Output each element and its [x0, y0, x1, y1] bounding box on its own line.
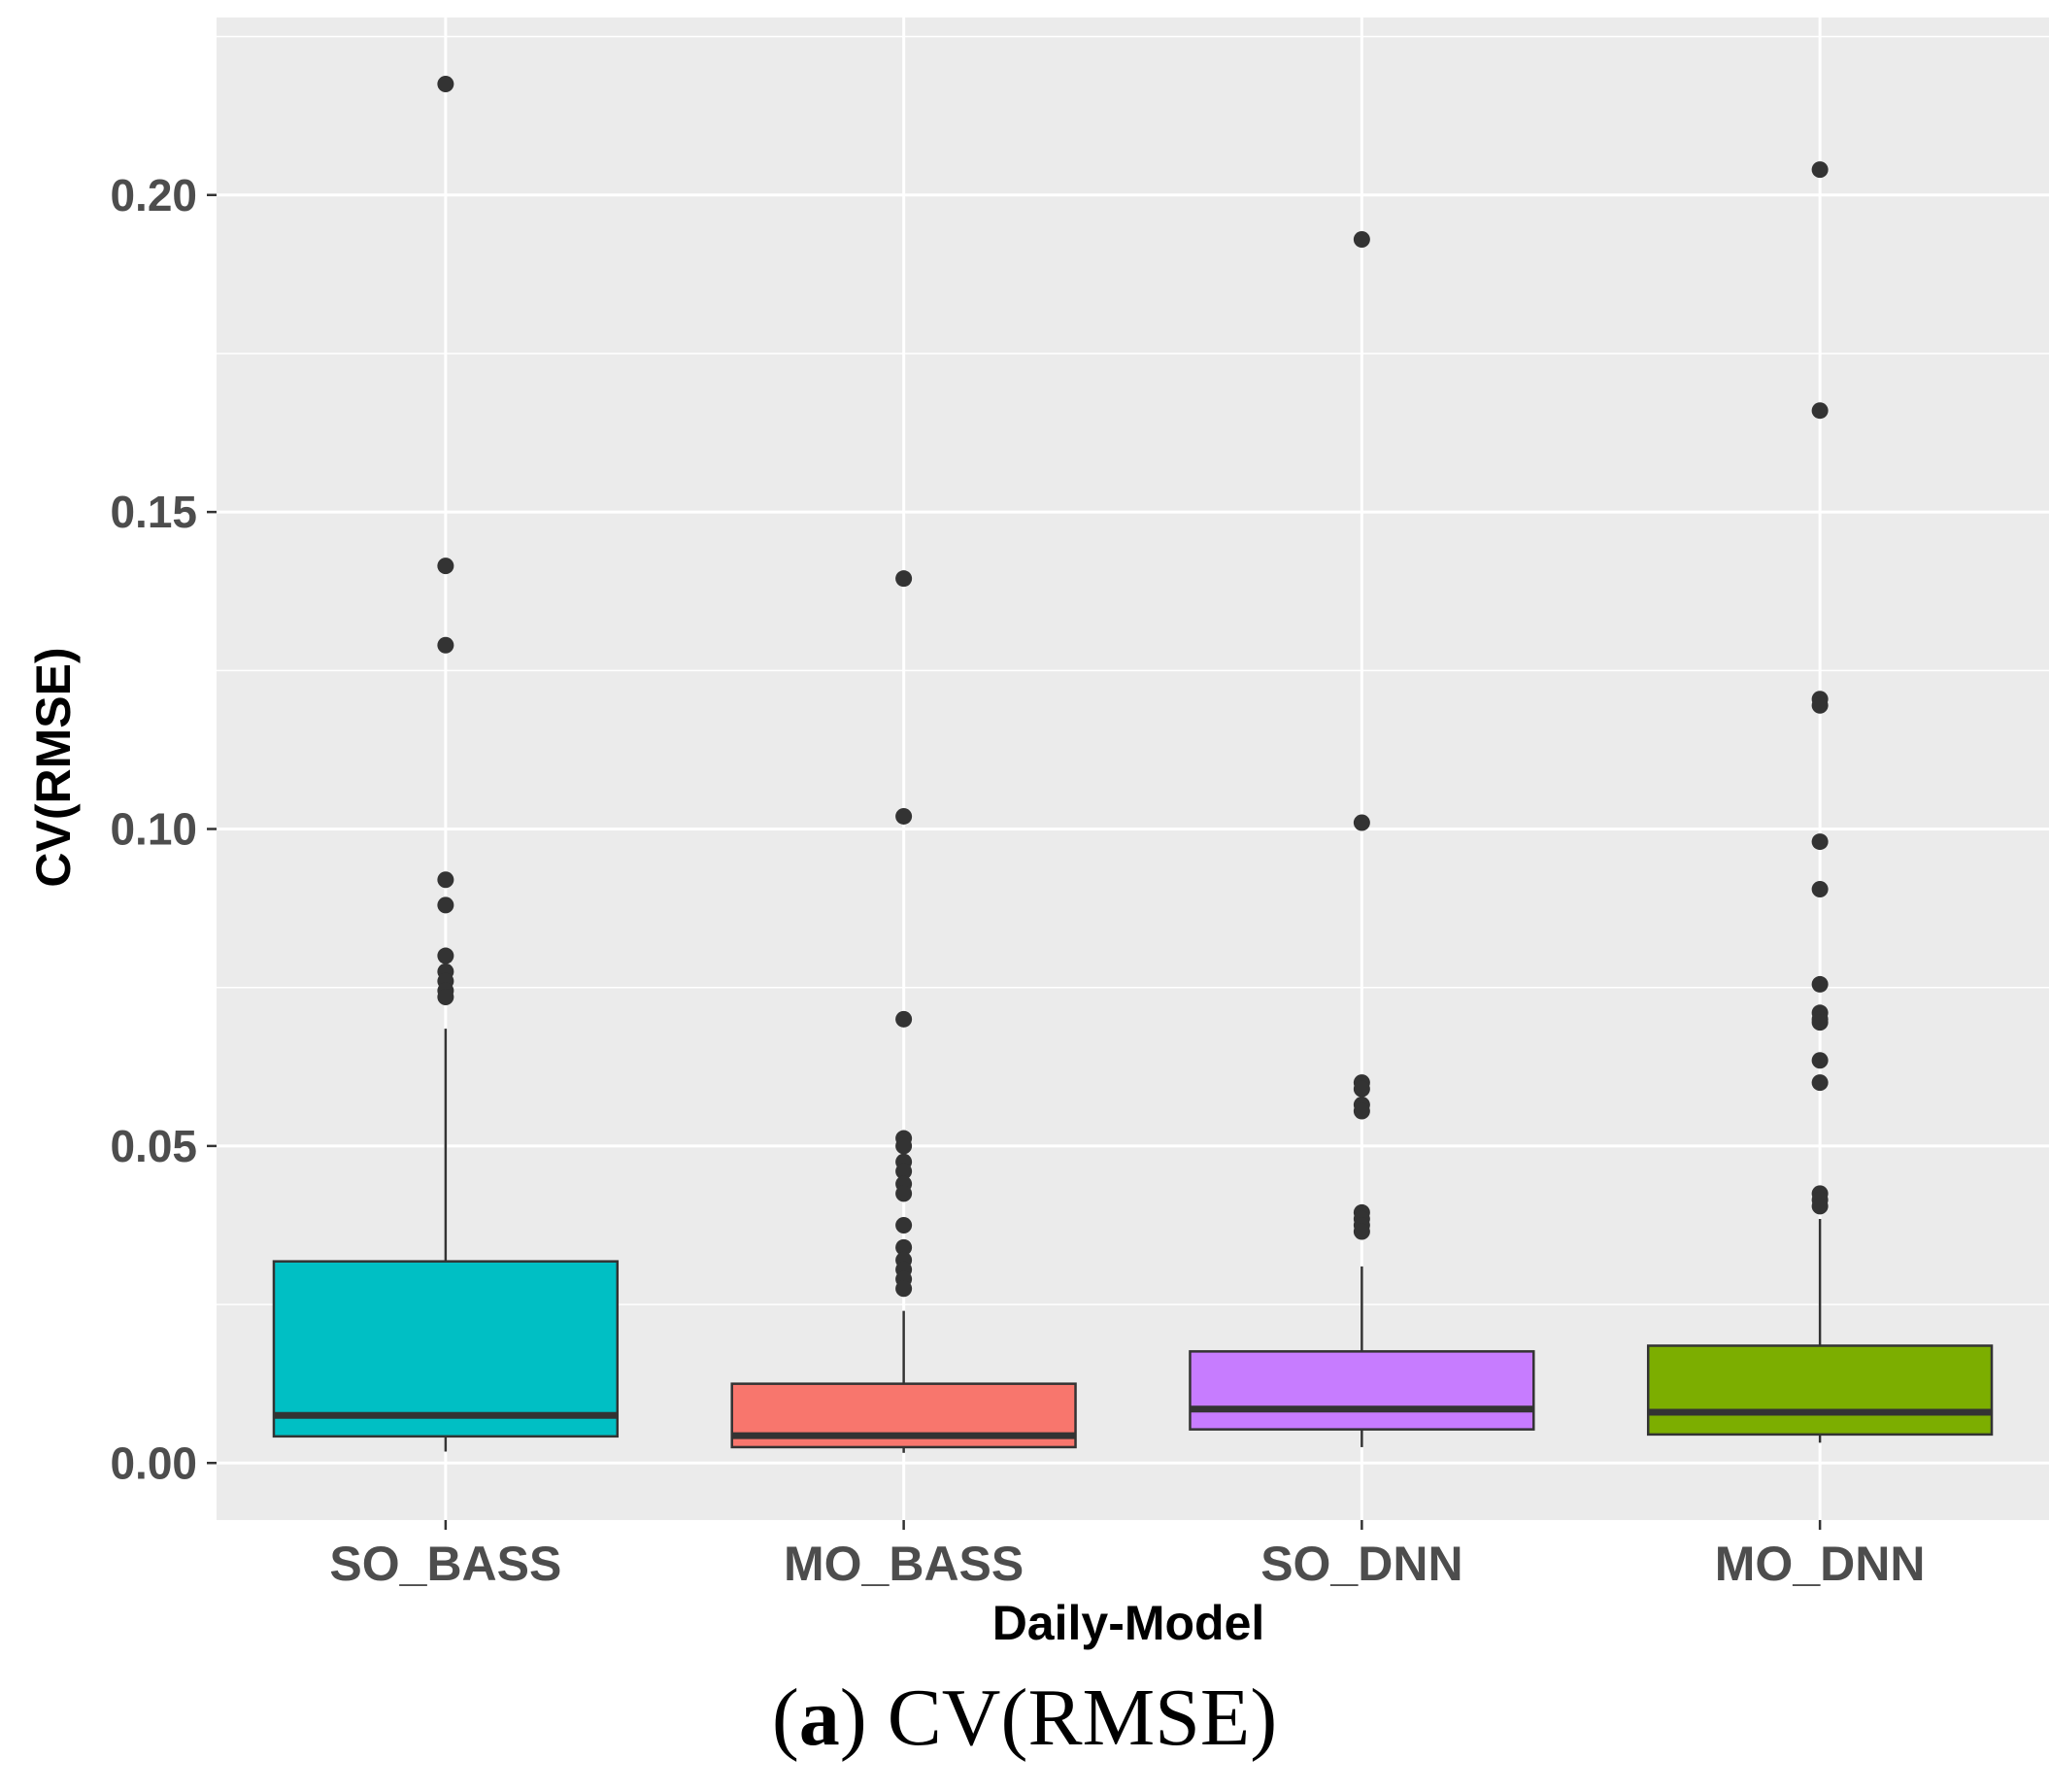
box-body: [1646, 1344, 1994, 1437]
box-group-so-bass: [272, 76, 620, 1452]
outlier-point: [1353, 1223, 1370, 1240]
outlier-point: [1353, 814, 1370, 831]
caption-text: CV(RMSE): [887, 1673, 1278, 1763]
outlier-point: [1353, 1080, 1370, 1098]
caption-label: a: [798, 1673, 840, 1763]
outlier-point: [437, 76, 454, 93]
outlier-point: [437, 871, 454, 889]
outlier-point: [1811, 833, 1829, 851]
outlier-point: [1811, 161, 1829, 179]
outlier-point: [1811, 1014, 1829, 1031]
x-tick-label: MO_BASS: [784, 1537, 1024, 1591]
box-group-mo-bass: [730, 570, 1077, 1453]
outlier-point: [1811, 881, 1829, 898]
y-tick-label: 0.00: [110, 1437, 197, 1488]
outlier-point: [895, 1280, 913, 1298]
outlier-point: [895, 1238, 913, 1256]
outlier-point: [1353, 1102, 1370, 1120]
outlier-point: [1811, 402, 1829, 420]
outlier-point: [437, 988, 454, 1005]
outlier-point: [437, 636, 454, 654]
box-body: [272, 1260, 620, 1438]
x-tick-label: SO_DNN: [1260, 1537, 1462, 1591]
outlier-point: [1811, 975, 1829, 993]
y-tick-label: 0.15: [110, 487, 197, 537]
box-group-so-dnn: [1189, 230, 1535, 1447]
boxplot-chart: 0.00 0.05 0.10 0.15 0.20 SO_BASS MO_BASS SO_DN…: [26, 17, 2049, 1650]
outlier-point: [895, 1185, 913, 1202]
outlier-point: [895, 1010, 913, 1028]
outlier-point: [895, 1216, 913, 1234]
y-tick-label: 0.10: [110, 804, 197, 855]
outlier-point: [895, 570, 913, 588]
outlier-point: [895, 807, 913, 825]
outlier-point: [895, 1137, 913, 1155]
outlier-point: [1811, 1198, 1829, 1215]
outlier-point: [1353, 230, 1370, 248]
y-tick-label: 0.20: [110, 170, 197, 220]
outlier-point: [895, 1163, 913, 1180]
x-tick-label: MO_DNN: [1715, 1537, 1926, 1591]
box-series: [272, 76, 1994, 1453]
outlier-point: [437, 896, 454, 914]
y-tick-label: 0.05: [110, 1121, 197, 1171]
outlier-point: [437, 558, 454, 575]
outlier-point: [1811, 1052, 1829, 1069]
x-axis-title: Daily-Model: [992, 1596, 1265, 1650]
outlier-point: [437, 947, 454, 964]
y-axis-title: CV(RMSE): [26, 647, 81, 887]
x-tick-label: SO_BASS: [329, 1537, 561, 1591]
x-axis: SO_BASS MO_BASS SO_DNN MO_DNN: [329, 1520, 1925, 1591]
box-body: [1189, 1350, 1535, 1431]
y-axis: 0.00 0.05 0.10 0.15 0.20: [110, 170, 217, 1488]
outlier-point: [1811, 696, 1829, 714]
figure-caption: (a) CV(RMSE): [771, 1673, 1278, 1763]
box-group-mo-dnn: [1646, 161, 1994, 1443]
outlier-point: [1811, 1074, 1829, 1092]
